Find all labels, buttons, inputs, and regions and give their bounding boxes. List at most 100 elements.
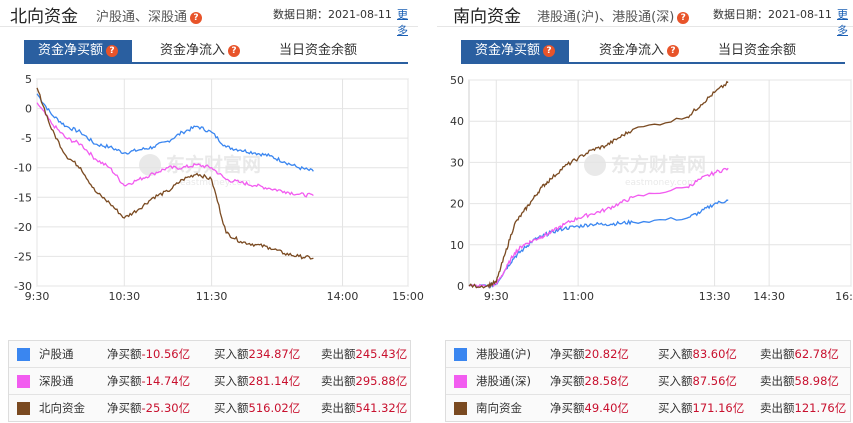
- sell-value: 121.76亿: [794, 401, 847, 415]
- y-tick-label: 0: [457, 280, 464, 293]
- net-label: 净买额: [107, 374, 142, 388]
- chart-watermark: 东方财富网 eastmoney.com: [584, 153, 706, 188]
- legend-table: 港股通(沪) 净买额20.82亿 买入额83.60亿 卖出额62.78亿 港股通…: [445, 340, 851, 422]
- x-tick-label: 10:30: [108, 290, 140, 303]
- net-value: 20.82亿: [584, 347, 629, 361]
- more-link[interactable]: 更多: [397, 8, 408, 37]
- tab-net-buy[interactable]: 资金净买额?: [461, 40, 569, 62]
- legend-swatch: [454, 402, 467, 415]
- net-value: -10.56亿: [141, 347, 191, 361]
- sell-value: 245.43亿: [355, 347, 408, 361]
- net-label: 净买额: [550, 347, 585, 361]
- legend-row: 港股通(沪) 净买额20.82亿 买入额83.60亿 卖出额62.78亿: [446, 341, 850, 367]
- buy-label: 买入额: [214, 347, 249, 361]
- left-series-line-3: [36, 87, 314, 260]
- net-value: -25.30亿: [141, 401, 191, 415]
- more-link[interactable]: 更多: [837, 8, 848, 37]
- help-icon[interactable]: ?: [543, 44, 555, 57]
- sell-value: 62.78亿: [794, 347, 839, 361]
- net-amount: 净买额49.40亿: [550, 395, 629, 421]
- buy-value: 171.16亿: [692, 401, 745, 415]
- help-icon[interactable]: ?: [190, 11, 203, 24]
- x-tick-label: 13:30: [699, 290, 731, 303]
- net-amount: 净买额20.82亿: [550, 341, 629, 367]
- legend-row: 北向资金 净买额-25.30亿 买入额516.02亿 卖出额541.32亿: [9, 394, 410, 421]
- legend-name: 港股通(沪): [476, 347, 531, 361]
- tab-label: 资金净买额: [474, 43, 540, 58]
- subtitle-text: 沪股通、深股通: [96, 10, 188, 25]
- panel-subtitle: 沪股通、深股通?: [96, 6, 203, 25]
- watermark-text: 东方财富网: [611, 153, 706, 176]
- sell-label: 卖出额: [760, 347, 795, 361]
- x-tick-label: 11:30: [196, 290, 228, 303]
- net-amount: 净买额28.58亿: [550, 368, 629, 394]
- panel-title: 南向资金: [453, 7, 521, 27]
- buy-value: 281.14亿: [248, 374, 301, 388]
- left-grid: [36, 78, 409, 287]
- legend-swatch: [17, 375, 30, 388]
- legend-row: 港股通(深) 净买额28.58亿 买入额87.56亿 卖出额58.98亿: [446, 367, 850, 394]
- net-value: 49.40亿: [584, 401, 629, 415]
- sell-label: 卖出额: [760, 401, 795, 415]
- tab-balance[interactable]: 当日资金余额: [278, 43, 357, 58]
- northbound-chart: 东方财富网 eastmoney.com 5 0 -5 -10 -15 -20 -25 -309…: [14, 73, 424, 303]
- net-amount: 净买额-25.30亿: [107, 395, 190, 421]
- right-series-line-2: [468, 167, 729, 289]
- help-icon[interactable]: ?: [228, 44, 240, 57]
- help-icon[interactable]: ?: [677, 11, 690, 24]
- buy-label: 买入额: [214, 401, 249, 415]
- sell-amount: 卖出额121.76亿: [760, 395, 846, 421]
- southbound-chart: 东方财富网 eastmoney.com 50 40 30 20 10 0 9:30 11:00…: [450, 74, 853, 303]
- panel-subtitle: 港股通(沪)、港股通(深)?: [537, 6, 690, 25]
- watermark-text: 东方财富网: [166, 153, 261, 176]
- watermark-logo-icon: [139, 154, 161, 176]
- tab-balance[interactable]: 当日资金余额: [717, 43, 796, 58]
- y-tick-label: -20: [14, 221, 32, 234]
- y-tick-label: 20: [450, 198, 464, 211]
- buy-amount: 买入额171.16亿: [658, 395, 744, 421]
- panel-title: 北向资金: [10, 7, 78, 27]
- sell-amount: 卖出额245.43亿: [321, 341, 407, 367]
- legend-table: 沪股通 净买额-10.56亿 买入额234.87亿 卖出额245.43亿 深股通…: [8, 340, 411, 422]
- x-tick-label: 9:30: [484, 290, 509, 303]
- y-tick-label: 5: [25, 73, 32, 86]
- chart-watermark: 东方财富网 eastmoney.com: [139, 153, 261, 188]
- buy-label: 买入额: [658, 347, 693, 361]
- net-value: 28.58亿: [584, 374, 629, 388]
- buy-value: 234.87亿: [248, 347, 301, 361]
- legend-row: 深股通 净买额-14.74亿 买入额281.14亿 卖出额295.88亿: [9, 367, 410, 394]
- x-tick-label: 14:30: [753, 290, 785, 303]
- legend-name: 北向资金: [39, 401, 85, 415]
- buy-amount: 买入额516.02亿: [214, 395, 300, 421]
- help-icon[interactable]: ?: [106, 44, 118, 57]
- data-date: 数据日期：2021-08-11: [273, 8, 392, 21]
- legend-swatch: [17, 402, 30, 415]
- tab-net-buy[interactable]: 资金净买额?: [24, 40, 132, 62]
- tab-label: 资金净买额: [37, 43, 103, 58]
- x-tick-label: 11:00: [562, 290, 594, 303]
- y-tick-label: 40: [450, 115, 464, 128]
- left-series-line-2: [36, 102, 314, 198]
- tab-underline: [461, 62, 845, 64]
- legend-swatch: [454, 375, 467, 388]
- x-tick-label: 16:00: [835, 290, 853, 303]
- sell-amount: 卖出额58.98亿: [760, 368, 839, 394]
- net-label: 净买额: [107, 401, 142, 415]
- net-label: 净买额: [550, 401, 585, 415]
- panel-header: 南向资金 港股通(沪)、港股通(深)? 数据日期：2021-08-11 更多: [437, 0, 853, 37]
- legend-swatch: [454, 348, 467, 361]
- tab-bar: 资金净买额? 资金净流入? 当日资金余额: [0, 38, 418, 64]
- watermark-logo-icon: [584, 154, 606, 176]
- help-icon[interactable]: ?: [667, 44, 679, 57]
- panel-header: 北向资金 沪股通、深股通? 数据日期：2021-08-11 更多: [0, 0, 418, 37]
- sell-label: 卖出额: [321, 347, 356, 361]
- legend-row: 南向资金 净买额49.40亿 买入额171.16亿 卖出额121.76亿: [446, 394, 850, 421]
- tab-net-inflow[interactable]: 资金净流入?: [589, 40, 689, 62]
- net-label: 净买额: [550, 374, 585, 388]
- net-amount: 净买额-14.74亿: [107, 368, 190, 394]
- y-tick-label: 0: [25, 103, 32, 116]
- y-tick-label: -30: [14, 280, 32, 293]
- sell-amount: 卖出额541.32亿: [321, 395, 407, 421]
- watermark-text-en: eastmoney.com: [180, 178, 251, 188]
- tab-net-inflow[interactable]: 资金净流入?: [150, 40, 250, 62]
